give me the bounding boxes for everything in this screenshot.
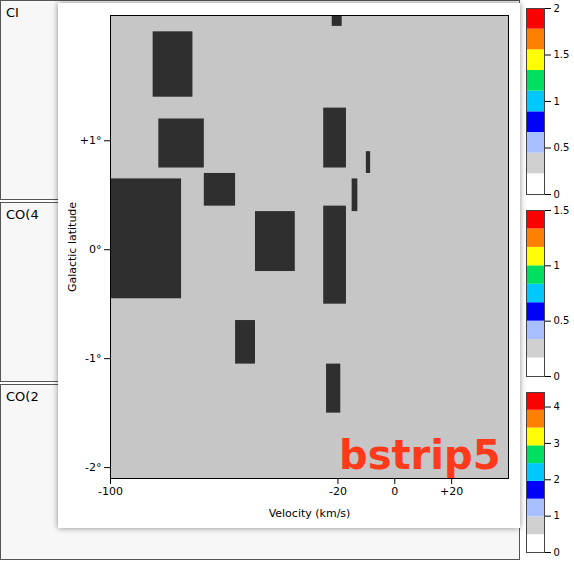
svg-text:+1°: +1° [80,134,102,147]
svg-text:0: 0 [391,485,398,498]
svg-text:0.5: 0.5 [554,142,570,153]
svg-text:Velocity (km/s): Velocity (km/s) [269,507,351,520]
svg-text:2: 2 [554,474,560,485]
svg-text:0°: 0° [89,243,102,256]
html-text:CI: CI [6,5,19,20]
svg-text:-2°: -2° [85,461,101,474]
svg-text:0: 0 [554,189,560,200]
svg-text:0: 0 [554,547,560,558]
svg-text:4: 4 [554,401,560,412]
svg-text:0: 0 [554,371,560,382]
svg-text:3: 3 [554,438,560,449]
svg-text:1: 1 [554,96,560,107]
svg-text:1.5: 1.5 [554,205,570,216]
svg-text:-20: -20 [329,485,347,498]
svg-text:2: 2 [554,3,560,14]
html-text:CO(4: CO(4 [6,207,39,222]
svg-text:+20: +20 [440,485,463,498]
svg-text:1: 1 [554,260,560,271]
svg-text:Galactic latitude: Galactic latitude [66,202,79,292]
svg-text:-1°: -1° [85,352,101,365]
svg-text:-100: -100 [98,485,123,498]
svg-text:1: 1 [554,510,560,521]
svg-text:bstrip5: bstrip5 [339,432,500,478]
svg-text:0.5: 0.5 [554,315,570,326]
svg-text:1.5: 1.5 [554,49,570,60]
html-text:CO(2: CO(2 [6,389,39,404]
